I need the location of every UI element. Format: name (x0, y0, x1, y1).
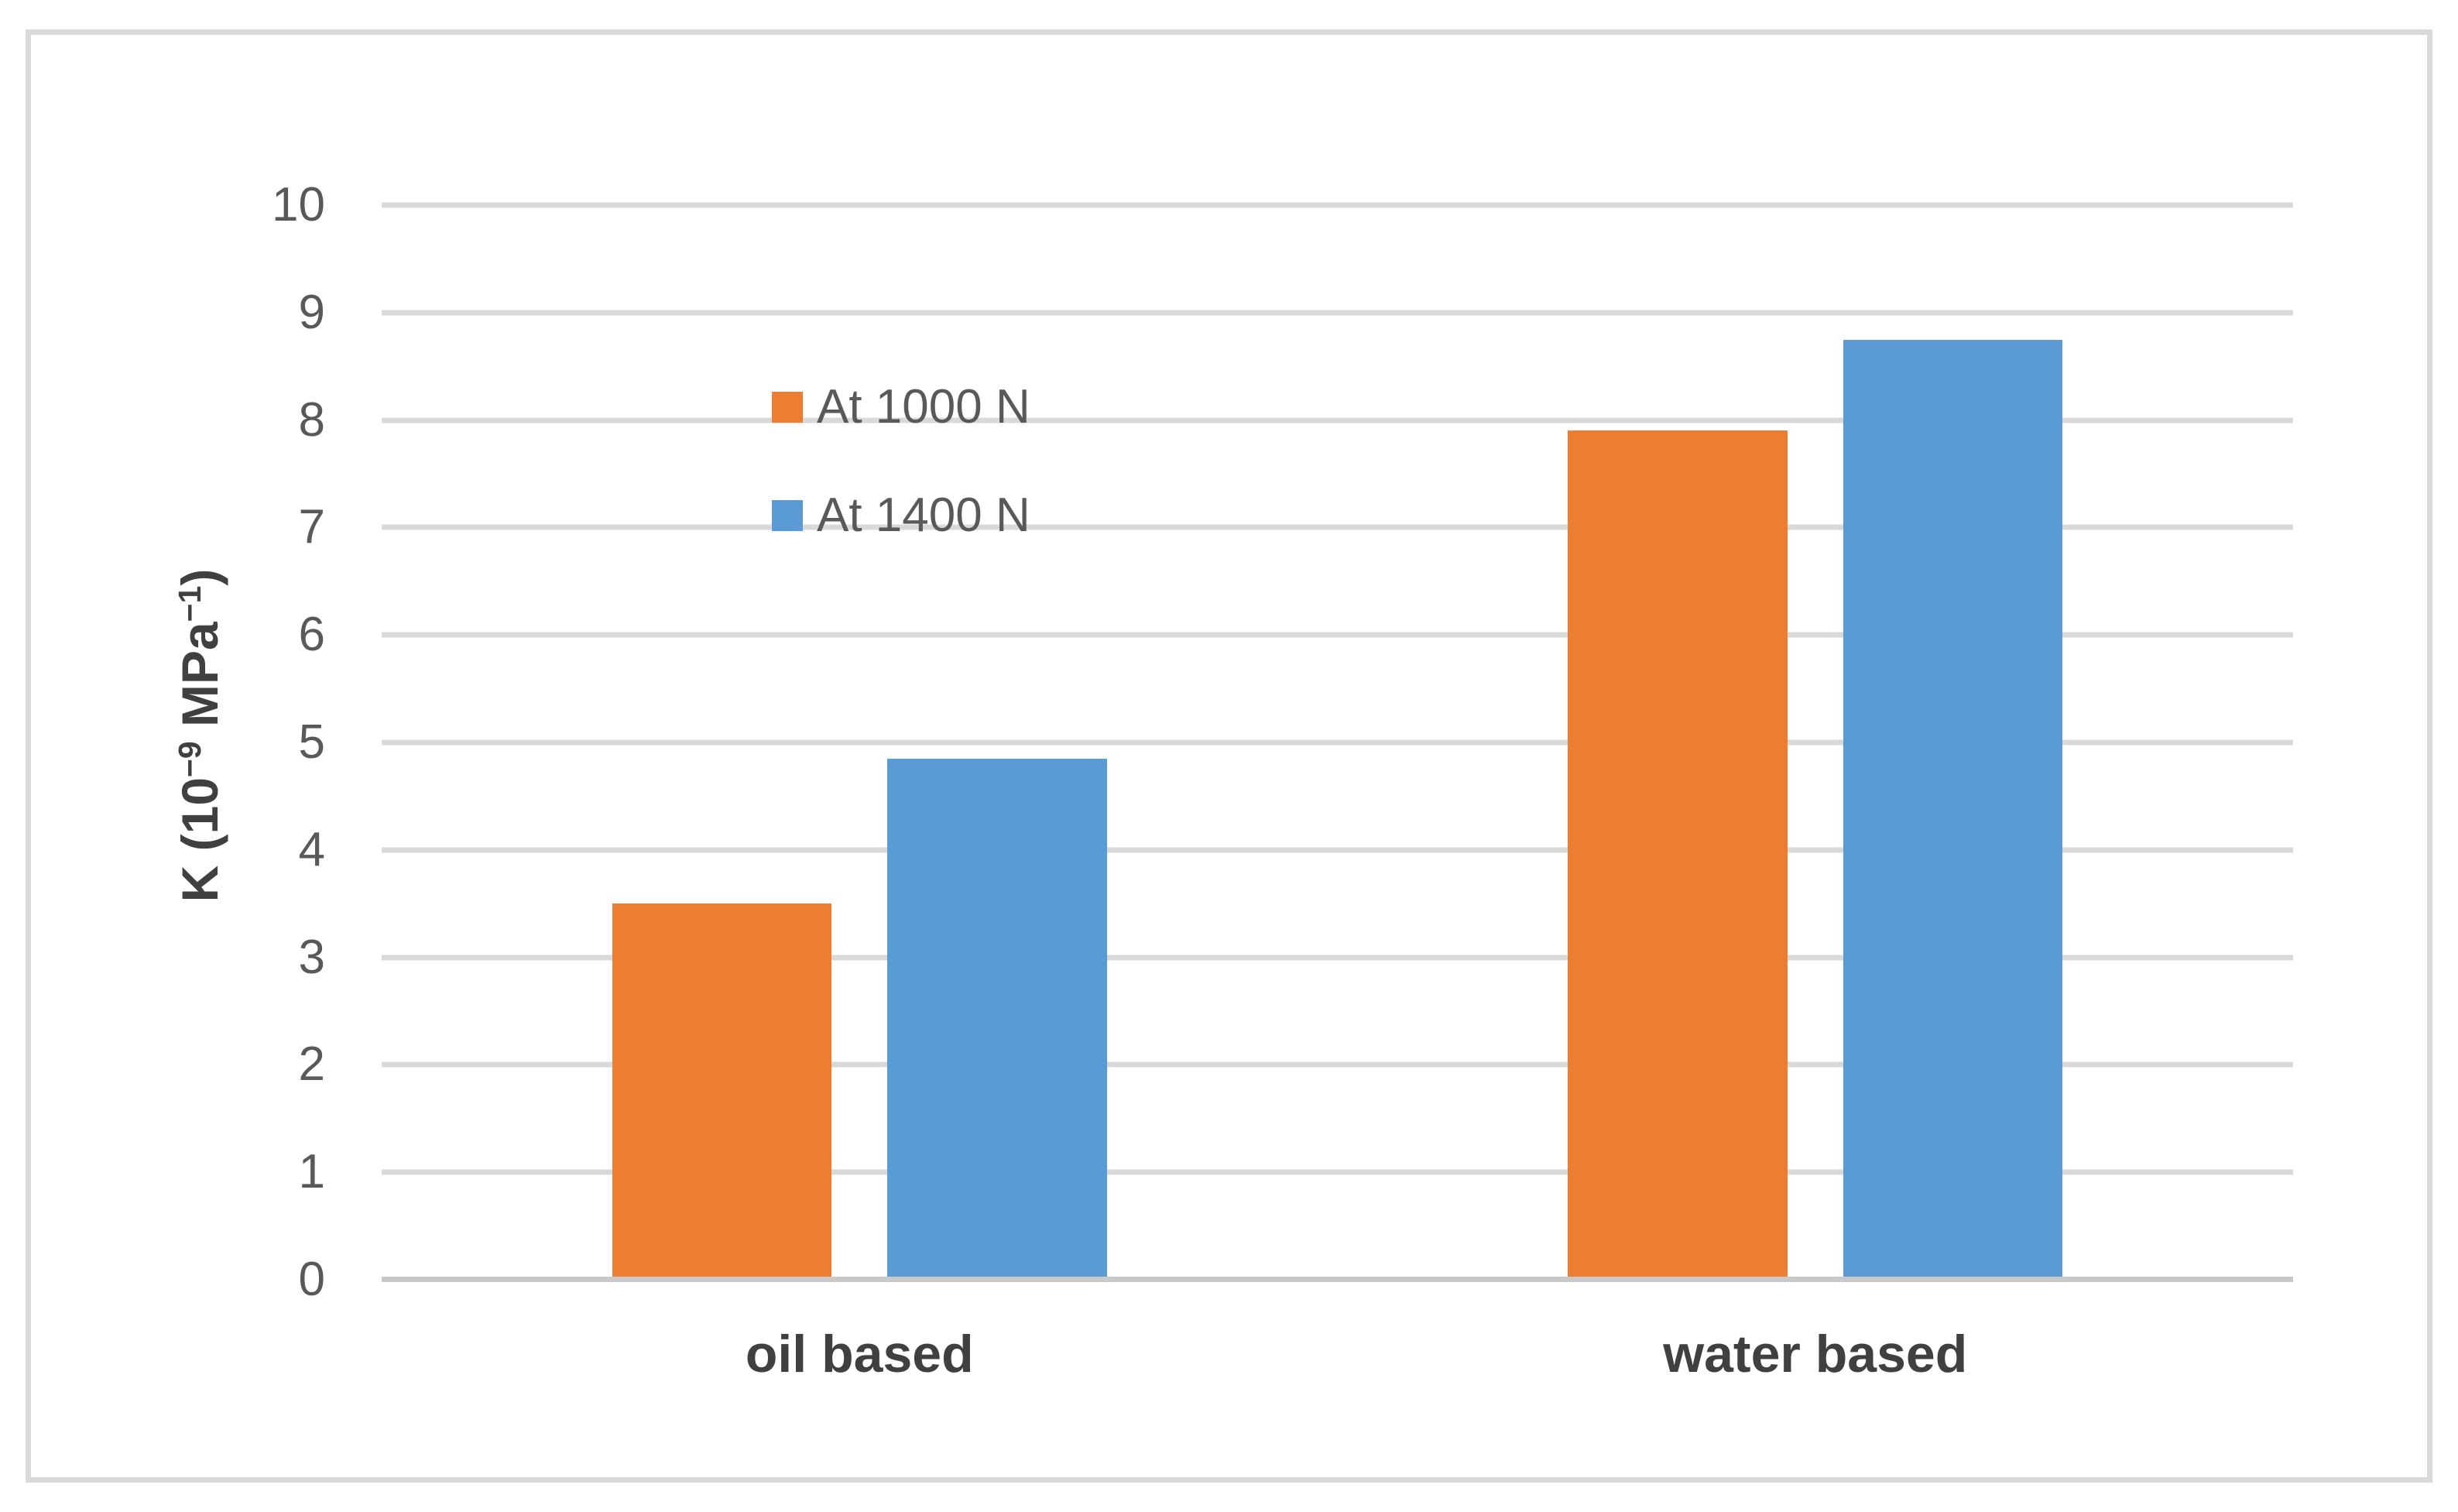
x-category-label-water-based: water based (1663, 1325, 1968, 1383)
legend-swatch-at-1400-n (772, 500, 803, 531)
bar-oil-based-at-1400-n[interactable] (887, 758, 1107, 1280)
bar-oil-based-at-1000-n[interactable] (612, 903, 832, 1280)
legend-label-at-1400-n: At 1400 N (817, 489, 1030, 542)
x-category-label-oil-based: oil based (745, 1325, 974, 1383)
plot-area (382, 202, 2293, 1282)
gridline-7 (382, 524, 2293, 530)
legend-item-at-1400-n[interactable]: At 1400 N (772, 492, 1030, 540)
legend: At 1000 N At 1400 N (772, 383, 1030, 606)
gridline-5 (382, 739, 2293, 746)
gridline-3 (382, 955, 2293, 961)
legend-item-at-1000-n[interactable]: At 1000 N (772, 383, 1030, 431)
gridline-10 (382, 202, 2293, 208)
y-tick-label-5: 5 (298, 715, 325, 769)
legend-label-at-1000-n: At 1000 N (817, 380, 1030, 434)
gridline-8 (382, 417, 2293, 423)
gridline-2 (382, 1061, 2293, 1068)
gridline-6 (382, 632, 2293, 638)
y-axis-tick-labels: 0 1 2 3 4 5 6 7 8 9 10 (155, 181, 325, 1304)
x-axis-category-labels: oil based water based (382, 1328, 2293, 1413)
gridline-4 (382, 847, 2293, 853)
y-tick-label-7: 7 (298, 500, 325, 554)
y-tick-label-2: 2 (298, 1037, 325, 1092)
y-tick-label-0: 0 (298, 1253, 325, 1306)
y-tick-label-1: 1 (298, 1145, 325, 1199)
gridline-1 (382, 1169, 2293, 1175)
y-tick-label-3: 3 (298, 930, 325, 984)
gridline-9 (382, 310, 2293, 316)
x-axis-line (382, 1277, 2293, 1282)
bar-water-based-at-1000-n[interactable] (1568, 430, 1788, 1280)
y-tick-label-10: 10 (272, 178, 325, 231)
legend-swatch-at-1000-n (772, 392, 803, 423)
y-tick-label-8: 8 (298, 393, 325, 447)
y-tick-label-9: 9 (298, 285, 325, 339)
bar-water-based-at-1400-n[interactable] (1843, 339, 2063, 1280)
y-tick-label-6: 6 (298, 608, 325, 662)
y-tick-label-4: 4 (298, 822, 325, 876)
